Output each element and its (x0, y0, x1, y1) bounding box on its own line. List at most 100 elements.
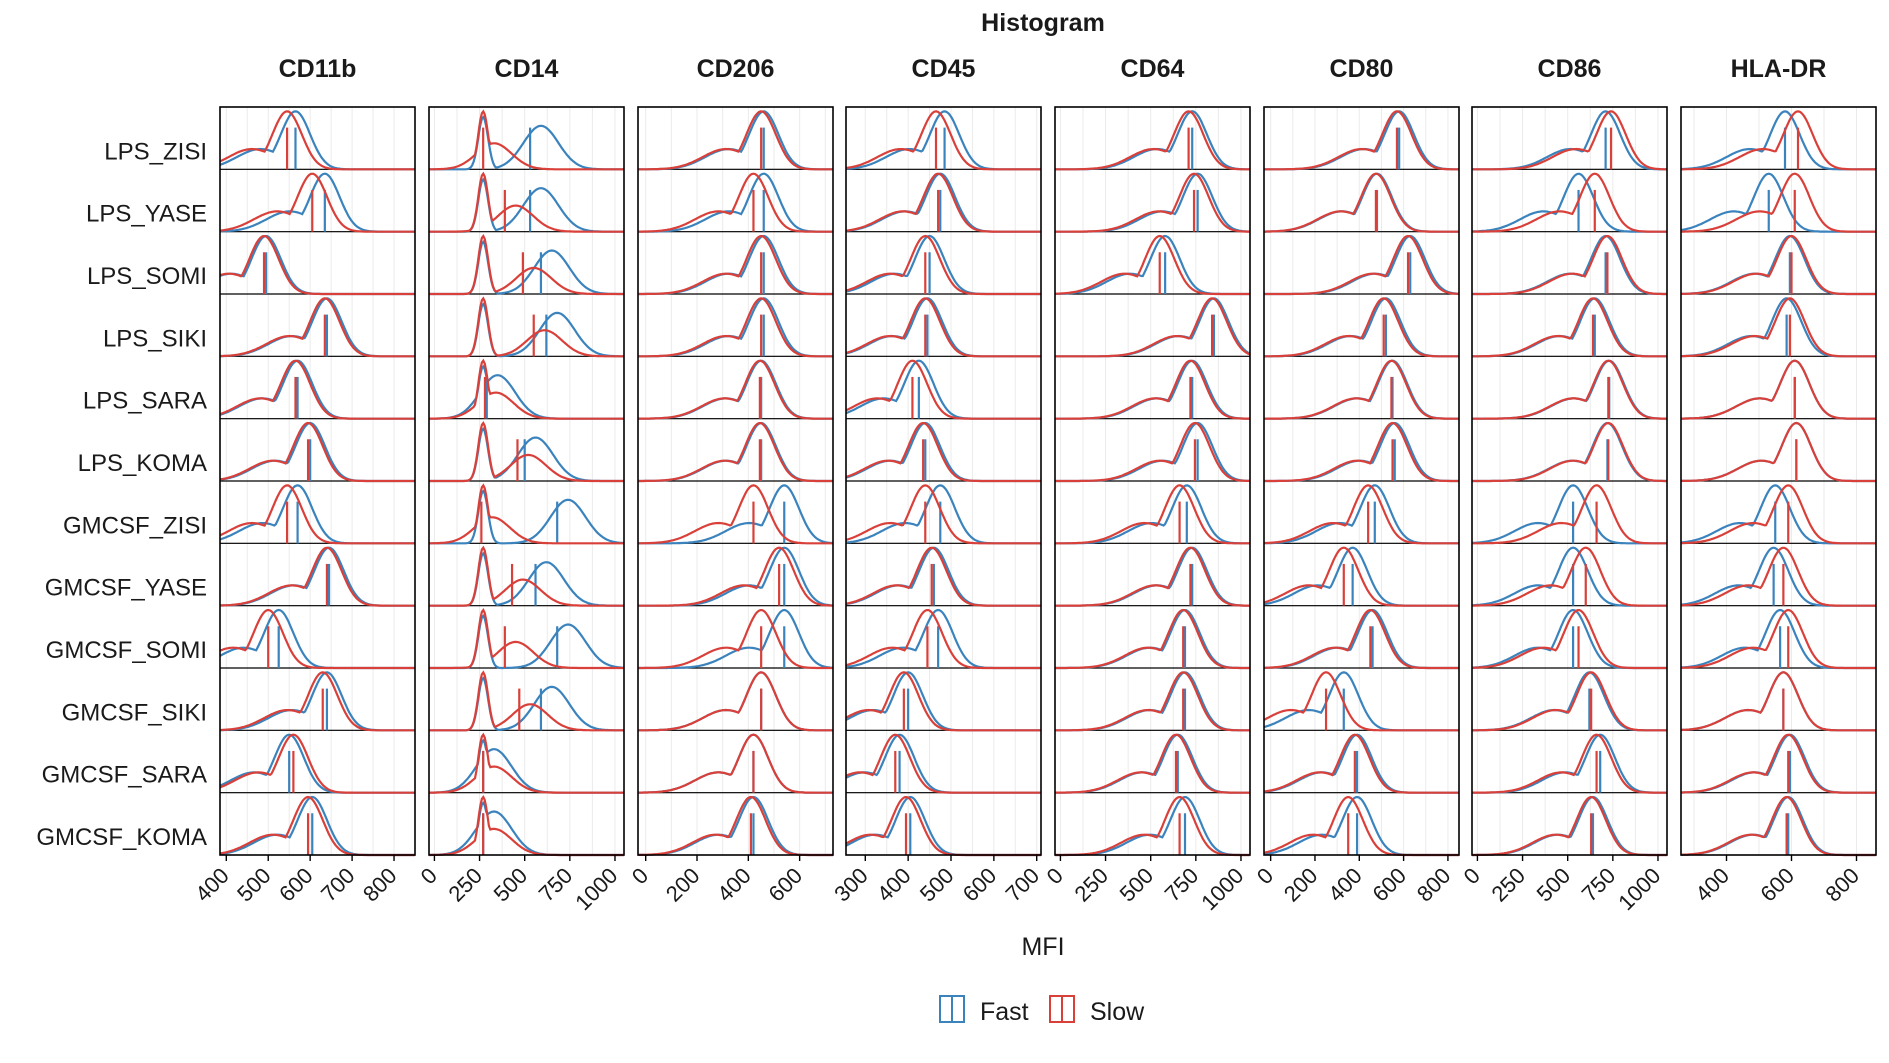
tick-label: 600 (764, 863, 808, 907)
sample-label-lps_koma: LPS_KOMA (78, 450, 207, 477)
density-fast-cd45-lps_yase (845, 172, 1041, 233)
tick-label: 750 (534, 863, 578, 907)
tick-label: 600 (274, 863, 318, 907)
density-fast-cd14-gmcsf_sara (429, 738, 624, 794)
density-fast-cd45-gmcsf_yase (845, 546, 1041, 607)
density-fast-cd64-gmcsf_somi (1055, 609, 1250, 670)
density-slow-cd11b-lps_siki (219, 297, 415, 358)
chart-title: Histogram (981, 9, 1105, 37)
density-slow-cd11b-gmcsf_somi (219, 609, 415, 670)
sample-label-gmcsf_yase: GMCSF_YASE (45, 575, 207, 602)
density-slow-cd206-gmcsf_sara (638, 733, 833, 794)
density-fast-cd11b-lps_yase (220, 172, 415, 233)
sample-label-gmcsf_zisi: GMCSF_ZISI (63, 512, 207, 539)
density-fast-cd86-gmcsf_zisi (1471, 484, 1667, 545)
density-fast-cd86-lps_somi (1472, 234, 1667, 296)
tick-label: 400 (872, 863, 916, 907)
sample-label-gmcsf_siki: GMCSF_SIKI (62, 699, 207, 726)
density-slow-cd206-lps_koma (638, 422, 833, 483)
tick-label: 750 (1577, 863, 1621, 907)
density-slow-cd11b-gmcsf_yase (219, 546, 415, 607)
density-fast-cd14-gmcsf_koma (428, 801, 624, 857)
panel-cd80: CD80 0 200 400 600 800 (1252, 55, 1460, 907)
density-slow-cd64-gmcsf_yase (1055, 546, 1251, 607)
tick-label: 400 (712, 863, 756, 907)
density-fast-cd64-lps_yase (1055, 172, 1251, 233)
tick-label: 200 (1279, 863, 1323, 907)
marker-title-cd45: CD45 (912, 55, 976, 83)
density-slow-cd11b-lps_somi (219, 235, 415, 296)
density-slow-hla-dr-lps_siki (1681, 297, 1876, 358)
marker-title-cd64: CD64 (1121, 55, 1185, 83)
density-fast-cd64-gmcsf_zisi (1055, 484, 1250, 545)
density-slow-cd80-lps_somi (1264, 235, 1460, 296)
density-fast-cd14-lps_sara (429, 364, 624, 420)
tick-label: 800 (1820, 863, 1864, 907)
density-fast-cd206-lps_yase (638, 172, 833, 233)
density-slow-cd80-gmcsf_yase (1263, 546, 1459, 607)
density-fast-cd14-lps_siki (429, 302, 624, 358)
density-slow-cd64-lps_sara (1055, 359, 1251, 420)
legend-label-fast: Fast (980, 998, 1029, 1026)
tick-label: 250 (1486, 863, 1530, 907)
density-fast-hla-dr-lps_zisi (1680, 110, 1876, 171)
density-slow-cd45-lps_somi (845, 234, 1041, 296)
density-slow-cd64-gmcsf_koma (1055, 796, 1250, 857)
density-slow-cd86-lps_sara (1472, 359, 1667, 420)
sample-label-lps_sara: LPS_SARA (83, 388, 207, 415)
tick-label: 500 (232, 863, 276, 907)
density-fast-cd206-lps_koma (638, 422, 833, 483)
density-fast-cd86-gmcsf_sara (1472, 733, 1667, 794)
density-slow-hla-dr-gmcsf_somi (1681, 608, 1876, 670)
density-slow-cd206-lps_zisi (638, 110, 833, 171)
density-fast-cd45-gmcsf_koma (845, 795, 1041, 857)
sample-label-gmcsf_sara: GMCSF_SARA (42, 762, 207, 789)
density-slow-cd206-lps_siki (638, 297, 833, 358)
tick-label: 0 (416, 863, 442, 889)
density-slow-cd14-gmcsf_zisi (429, 483, 624, 545)
density-fast-cd64-gmcsf_yase (1055, 546, 1250, 607)
density-fast-cd45-lps_sara (845, 359, 1041, 420)
sample-label-lps_zisi: LPS_ZISI (104, 138, 207, 165)
density-slow-cd86-gmcsf_yase (1472, 546, 1667, 607)
tick-label: 1000 (1196, 863, 1248, 915)
density-slow-cd206-gmcsf_siki (638, 671, 833, 732)
density-slow-cd86-lps_koma (1472, 421, 1667, 483)
sample-label-lps_siki: LPS_SIKI (103, 325, 207, 352)
density-slow-cd64-gmcsf_zisi (1055, 484, 1250, 545)
panel-frame (1263, 106, 1460, 856)
density-fast-cd14-lps_somi (429, 240, 624, 296)
density-fast-cd11b-gmcsf_somi (219, 608, 415, 670)
density-fast-cd45-lps_koma (845, 421, 1041, 483)
density-slow-cd80-gmcsf_sara (1263, 733, 1459, 794)
tick-label: 250 (443, 863, 487, 907)
panel-frame (428, 106, 625, 856)
density-fast-cd11b-lps_zisi (219, 110, 415, 171)
legend: Fast Slow (939, 995, 1145, 1026)
tick-label: 400 (1323, 863, 1367, 907)
tick-label: 1000 (1613, 863, 1665, 915)
density-slow-cd11b-lps_zisi (219, 110, 415, 171)
density-slow-cd11b-lps_yase (219, 172, 415, 233)
density-fast-cd64-gmcsf_siki (1055, 671, 1250, 732)
density-slow-hla-dr-lps_yase (1681, 172, 1876, 233)
density-fast-hla-dr-gmcsf_zisi (1680, 484, 1876, 545)
density-fast-cd14-gmcsf_zisi (429, 489, 625, 545)
density-slow-cd206-lps_sara (638, 359, 833, 420)
density-fast-cd64-gmcsf_sara (1055, 733, 1250, 794)
density-slow-cd45-lps_siki (845, 297, 1041, 358)
density-slow-cd80-lps_zisi (1264, 110, 1459, 171)
density-slow-cd64-gmcsf_sara (1055, 733, 1250, 794)
tick-label: 600 (1367, 863, 1411, 907)
density-fast-cd64-gmcsf_koma (1055, 796, 1250, 857)
sample-label-lps_yase: LPS_YASE (86, 201, 207, 228)
tick-label: 700 (1001, 863, 1045, 907)
density-slow-cd11b-gmcsf_koma (219, 795, 415, 857)
density-slow-cd45-gmcsf_somi (845, 609, 1041, 670)
density-fast-cd206-lps_somi (638, 234, 833, 296)
density-fast-cd64-lps_koma (1055, 422, 1250, 483)
density-slow-cd14-lps_somi (429, 234, 624, 296)
